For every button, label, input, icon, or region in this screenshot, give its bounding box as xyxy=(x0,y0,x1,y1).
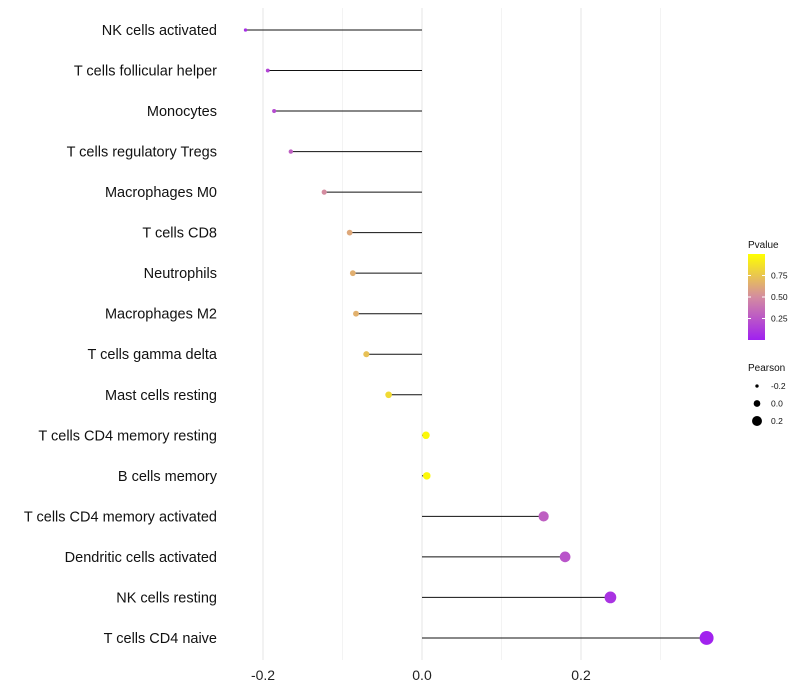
point xyxy=(288,149,294,154)
legend-pearson-label: -0.2 xyxy=(771,381,786,391)
category-label: T cells gamma delta xyxy=(88,347,218,363)
category-label: Monocytes xyxy=(147,104,217,120)
point xyxy=(349,270,356,277)
legend-pearson-key xyxy=(755,384,759,388)
legend-pvalue-label: 0.50 xyxy=(771,292,788,302)
x-axis-ticks: -0.2 0.0 0.2 xyxy=(251,667,591,683)
x-tick-label: -0.2 xyxy=(251,667,275,683)
category-label: T cells follicular helper xyxy=(74,64,217,80)
legend-pearson-key xyxy=(753,400,761,407)
category-label: NK cells resting xyxy=(116,590,217,606)
point xyxy=(243,28,248,32)
category-label: Neutrophils xyxy=(144,266,217,282)
point xyxy=(272,109,277,114)
stems xyxy=(245,29,707,639)
category-label: T cells CD4 naive xyxy=(104,631,217,647)
category-label: Macrophages M0 xyxy=(105,185,217,201)
x-tick-label: 0.2 xyxy=(571,667,591,683)
point xyxy=(353,310,359,317)
point xyxy=(385,391,392,399)
legend-pearson-label: 0.2 xyxy=(771,416,783,426)
point xyxy=(604,591,617,604)
point xyxy=(321,189,327,195)
legend-pearson-key xyxy=(752,416,762,426)
category-label: B cells memory xyxy=(118,469,218,485)
point xyxy=(346,229,353,236)
category-label: Mast cells resting xyxy=(105,388,217,404)
category-labels: NK cells activated T cells follicular hel… xyxy=(24,23,218,647)
legend-pvalue-label: 0.75 xyxy=(771,271,788,281)
grid xyxy=(262,8,661,660)
legend-pearson-label: 0.0 xyxy=(771,399,783,409)
category-label: T cells CD4 memory resting xyxy=(38,428,217,444)
legend-pvalue: Pvalue 0.75 0.50 0.25 xyxy=(748,240,788,340)
x-tick-label: 0.0 xyxy=(412,667,432,683)
point xyxy=(423,472,431,480)
legend-pvalue-colorbar xyxy=(748,254,765,340)
category-label: Dendritic cells activated xyxy=(65,550,217,566)
category-label: Macrophages M2 xyxy=(105,307,217,323)
point xyxy=(559,551,571,563)
point xyxy=(538,511,549,522)
legend-pearson-title: Pearson xyxy=(748,363,785,374)
point xyxy=(699,630,714,645)
legend-pvalue-title: Pvalue xyxy=(748,240,779,251)
legend-pvalue-label: 0.25 xyxy=(771,314,788,324)
category-label: T cells regulatory Tregs xyxy=(67,145,217,161)
point xyxy=(265,68,270,73)
points xyxy=(243,28,714,645)
point xyxy=(422,431,430,440)
legend-pearson: Pearson -0.2 0.0 0.2 xyxy=(748,363,786,426)
category-label: T cells CD4 memory activated xyxy=(24,509,217,525)
category-label: T cells CD8 xyxy=(142,226,217,242)
category-label: NK cells activated xyxy=(102,23,217,39)
point xyxy=(363,351,370,358)
